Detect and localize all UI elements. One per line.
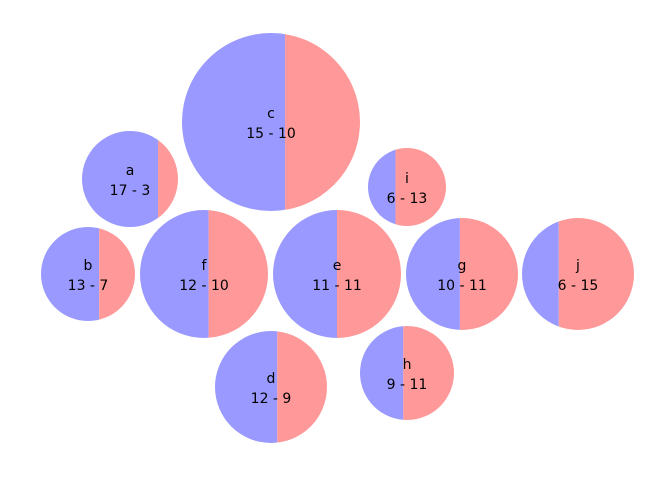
bubble-g-right-segment bbox=[459, 218, 518, 330]
bubble-b: b 13 - 7 bbox=[41, 227, 135, 321]
bubble-a: a 17 - 3 bbox=[82, 131, 178, 227]
bubble-d-left-segment bbox=[215, 331, 278, 443]
bubble-c-left-segment bbox=[182, 33, 286, 211]
bubble-h: h 9 - 11 bbox=[360, 326, 454, 420]
bubble-d-right-segment bbox=[277, 331, 327, 443]
bubble-c: c 15 - 10 bbox=[182, 33, 360, 211]
bubble-f-value-label: 12 - 10 bbox=[179, 278, 229, 294]
bubble-f: f 12 - 10 bbox=[140, 210, 268, 338]
bubble-f-right-segment bbox=[208, 210, 268, 338]
bubble-a-left-segment bbox=[82, 131, 159, 227]
bubble-i-right-segment bbox=[395, 148, 446, 226]
bubble-c-value-label: 15 - 10 bbox=[246, 126, 296, 142]
bubble-e-left-segment bbox=[273, 210, 337, 338]
bubble-e-name-label: e bbox=[333, 258, 342, 274]
bubble-d-value-label: 12 - 9 bbox=[251, 391, 292, 407]
bubble-f-name-label: f bbox=[202, 258, 208, 274]
bubble-d: d 12 - 9 bbox=[215, 331, 327, 443]
bubble-b-right-segment bbox=[99, 227, 135, 321]
bubble-i-left-segment bbox=[368, 148, 396, 226]
bubble-g-left-segment bbox=[406, 218, 460, 330]
bubble-i: i 6 - 13 bbox=[368, 148, 446, 226]
bubble-a-name-label: a bbox=[126, 163, 135, 179]
bubble-b-value-label: 13 - 7 bbox=[68, 278, 109, 294]
bubble-h-right-segment bbox=[403, 326, 454, 420]
bubble-g-name-label: g bbox=[458, 258, 467, 274]
bubble-d-name-label: d bbox=[267, 371, 276, 387]
bubble-j-value-label: 6 - 15 bbox=[558, 278, 599, 294]
bubble-e-value-label: 11 - 11 bbox=[312, 278, 362, 294]
bubble-i-name-label: i bbox=[405, 171, 409, 187]
bubble-i-value-label: 6 - 13 bbox=[387, 191, 428, 207]
bubble-f-left-segment bbox=[140, 210, 209, 338]
bubble-j: j 6 - 15 bbox=[522, 218, 634, 330]
bubble-e-right-segment bbox=[337, 210, 401, 338]
bubble-j-name-label: j bbox=[575, 258, 580, 274]
bubble-a-value-label: 17 - 3 bbox=[110, 183, 151, 199]
bubble-h-name-label: h bbox=[403, 357, 412, 373]
bubble-c-right-segment bbox=[285, 33, 360, 211]
bubble-h-value-label: 9 - 11 bbox=[387, 377, 428, 393]
bubble-j-left-segment bbox=[522, 218, 559, 330]
bubble-h-left-segment bbox=[360, 326, 404, 420]
bubble-c-name-label: c bbox=[267, 106, 275, 122]
bubble-g: g 10 - 11 bbox=[406, 218, 518, 330]
bubble-e: e 11 - 11 bbox=[273, 210, 401, 338]
bubble-b-name-label: b bbox=[84, 258, 93, 274]
bubble-a-right-segment bbox=[158, 131, 178, 227]
bubble-g-value-label: 10 - 11 bbox=[437, 278, 487, 294]
bubble-j-right-segment bbox=[558, 218, 634, 330]
bubble-b-left-segment bbox=[41, 227, 100, 321]
